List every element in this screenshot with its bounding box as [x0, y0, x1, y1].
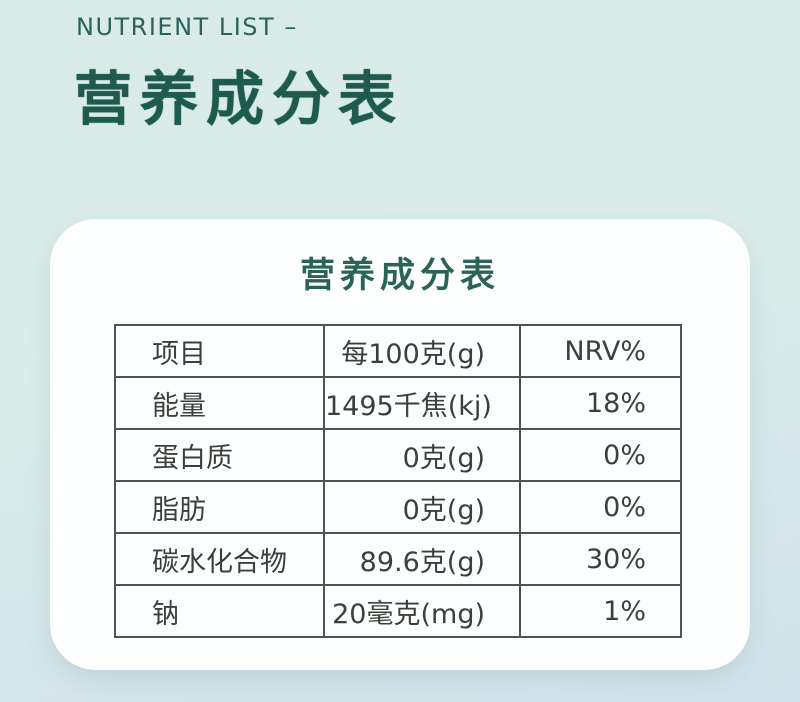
cell-nrv: 18% [519, 376, 682, 430]
nutrition-card: 营养成分表 项目 每100克(g) NRV% 能量 1495千焦(kj) 18%… [50, 219, 750, 670]
cell-nrv: 0% [519, 480, 682, 534]
cell-per100g: 0克(g) [323, 480, 521, 534]
table-header-row: 项目 每100克(g) NRV% [114, 324, 682, 378]
table-row: 钠 20毫克(mg) 1% [114, 584, 682, 638]
cell-item: 钠 [114, 584, 325, 638]
nutrition-table: 项目 每100克(g) NRV% 能量 1495千焦(kj) 18% 蛋白质 0… [114, 324, 682, 638]
header-item: 项目 [114, 324, 325, 378]
cell-item: 脂肪 [114, 480, 325, 534]
eyebrow-label: NUTRIENT LIST – [76, 13, 298, 41]
header-nrv: NRV% [519, 324, 682, 378]
header-per100g: 每100克(g) [323, 324, 521, 378]
cell-per100g: 20毫克(mg) [323, 584, 521, 638]
cell-item: 能量 [114, 376, 325, 430]
page-title: 营养成分表 [74, 65, 405, 133]
table-row: 蛋白质 0克(g) 0% [114, 428, 682, 482]
table-row: 脂肪 0克(g) 0% [114, 480, 682, 534]
cell-nrv: 1% [519, 584, 682, 638]
table-row: 碳水化合物 89.6克(g) 30% [114, 532, 682, 586]
cell-nrv: 30% [519, 532, 682, 586]
cell-item: 蛋白质 [114, 428, 325, 482]
table-row: 能量 1495千焦(kj) 18% [114, 376, 682, 430]
cell-nrv: 0% [519, 428, 682, 482]
cell-per100g: 1495千焦(kj) [323, 376, 521, 430]
cell-per100g: 0克(g) [323, 428, 521, 482]
cell-item: 碳水化合物 [114, 532, 325, 586]
card-title: 营养成分表 [299, 256, 500, 296]
cell-per100g: 89.6克(g) [323, 532, 521, 586]
